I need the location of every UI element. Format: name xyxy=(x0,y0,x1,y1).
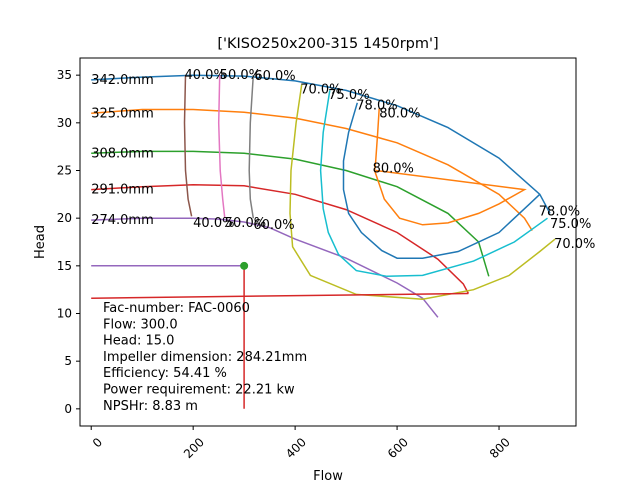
efficiency-label: 75.0% xyxy=(550,217,591,232)
y-tick-label: 10 xyxy=(57,307,72,321)
y-tick-label: 15 xyxy=(57,259,72,273)
chart-title: ['KISO250x200-315 1450rpm'] xyxy=(217,36,438,52)
efficiency-label: 78.0% xyxy=(356,99,397,114)
efficiency-label: 50.0% xyxy=(220,68,261,83)
y-tick-label: 0 xyxy=(64,402,72,416)
efficiency-label: 60.0% xyxy=(253,218,294,233)
efficiency-label: 80.0% xyxy=(373,162,414,177)
efficiency-label: 70.0% xyxy=(554,237,595,252)
info-line: Flow: 300.0 xyxy=(103,317,178,332)
info-line: Impeller dimension: 284.21mm xyxy=(103,350,307,365)
info-line: Power requirement: 22.21 kw xyxy=(103,383,295,398)
efficiency-curve-70.0% xyxy=(289,84,556,300)
impeller-label: 274.0mm xyxy=(91,213,154,228)
impeller-curve-291.0mm xyxy=(91,184,470,294)
y-tick-label: 30 xyxy=(57,116,72,130)
efficiency-label: 40.0% xyxy=(185,68,226,83)
y-tick-label: 35 xyxy=(57,68,72,82)
impeller-label: 342.0mm xyxy=(91,73,154,88)
efficiency-curve-60.0% xyxy=(248,75,255,219)
y-tick-label: 5 xyxy=(64,354,72,368)
efficiency-label: 75.0% xyxy=(328,88,369,103)
efficiency-curve-80.0% xyxy=(373,108,527,226)
y-axis: 0 5 10 15 20 25 30 35 xyxy=(57,68,80,416)
x-axis-label: Flow xyxy=(313,469,343,480)
efficiency-label: 70.0% xyxy=(300,83,341,98)
efficiency-label: 78.0% xyxy=(539,205,580,220)
efficiency-label: 40.0% xyxy=(193,216,234,231)
guide-line-2 xyxy=(91,292,469,299)
impeller-label: 325.0mm xyxy=(91,106,154,121)
plot-area: 342.0mm 325.0mm 308.0mm 291.0mm 274.0mm 40.0%… xyxy=(91,68,595,409)
y-tick-label: 20 xyxy=(57,211,72,225)
efficiency-curve-75.0% xyxy=(319,90,548,278)
y-tick-label: 25 xyxy=(57,163,72,177)
efficiency-label: 80.0% xyxy=(379,106,420,121)
impeller-curve-274.0mm xyxy=(91,217,439,318)
impeller-curve-342.0mm xyxy=(91,74,551,214)
info-line: Head: 15.0 xyxy=(103,334,174,349)
efficiency-label: 50.0% xyxy=(225,216,266,231)
impeller-curve-325.0mm xyxy=(91,108,533,231)
info-line: Efficiency: 54.41 % xyxy=(103,366,227,381)
operating-point xyxy=(240,261,249,270)
efficiency-curve-40.0% xyxy=(183,75,193,217)
efficiency-curve-50.0% xyxy=(217,75,226,219)
info-line: Fac-number: FAC-0060 xyxy=(103,301,250,316)
impeller-label: 308.0mm xyxy=(91,146,154,161)
impeller-label: 291.0mm xyxy=(91,183,154,198)
efficiency-curve-78.0% xyxy=(342,102,541,259)
plot-frame xyxy=(79,57,577,427)
efficiency-label: 60.0% xyxy=(254,69,295,84)
info-line: NPSHr: 8.83 m xyxy=(103,399,198,414)
y-axis-label: Head xyxy=(33,225,48,259)
